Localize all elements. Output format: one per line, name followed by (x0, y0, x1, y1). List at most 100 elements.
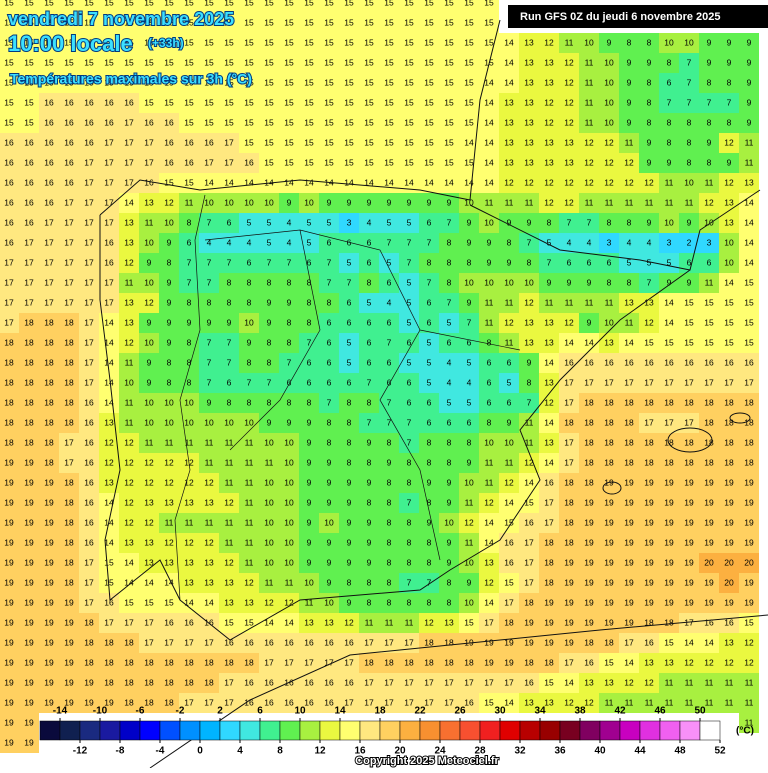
temperature-value: 16 (104, 257, 114, 267)
temperature-cell (39, 473, 59, 493)
temperature-cell (439, 193, 459, 213)
temperature-cell (539, 593, 559, 613)
temperature-cell (339, 53, 359, 73)
temperature-value: 17 (104, 177, 114, 187)
temperature-cell (499, 53, 519, 73)
temperature-cell (379, 113, 399, 133)
temperature-cell (459, 33, 479, 53)
temperature-cell (59, 73, 79, 93)
temperature-cell (519, 333, 539, 353)
temperature-value: 19 (664, 477, 674, 487)
temperature-cell (259, 353, 279, 373)
temperature-value: 14 (624, 657, 634, 667)
temperature-cell (499, 213, 519, 233)
temperature-cell (19, 453, 39, 473)
temperature-cell (559, 533, 579, 553)
temperature-cell (419, 513, 439, 533)
temperature-cell (559, 473, 579, 493)
temperature-value: 8 (407, 457, 412, 467)
temperature-cell (739, 33, 759, 53)
temperature-cell (179, 173, 199, 193)
legend-label: 52 (714, 746, 726, 757)
temperature-cell (39, 633, 59, 653)
temperature-cell (659, 293, 679, 313)
temperature-cell (279, 253, 299, 273)
temperature-cell (599, 293, 619, 313)
temperature-value: 17 (564, 457, 574, 467)
temperature-value: 11 (705, 697, 714, 707)
temperature-value: 14 (404, 177, 414, 187)
temperature-value: 15 (164, 17, 174, 27)
temperature-cell (39, 233, 59, 253)
temperature-value: 8 (187, 337, 192, 347)
temperature-value: 19 (664, 577, 674, 587)
temperature-value: 8 (287, 337, 292, 347)
temperature-value: 12 (564, 697, 574, 707)
temperature-value: 15 (184, 77, 194, 87)
temperature-value: 13 (544, 377, 554, 387)
temperature-value: 13 (524, 57, 534, 67)
temperature-cell (659, 33, 679, 53)
temperature-cell (619, 93, 639, 113)
temperature-value: 19 (24, 677, 34, 687)
temperature-cell (339, 633, 359, 653)
temperature-cell (339, 413, 359, 433)
temperature-cell (19, 353, 39, 373)
temperature-cell (619, 413, 639, 433)
temperature-cell (539, 293, 559, 313)
temperature-cell (599, 573, 619, 593)
temperature-value: 9 (747, 97, 752, 107)
temperature-cell (319, 493, 339, 513)
temperature-value: 19 (564, 637, 574, 647)
temperature-value: 7 (727, 97, 732, 107)
temperature-cell (619, 653, 639, 673)
temperature-cell (639, 473, 659, 493)
temperature-value: 17 (124, 617, 134, 627)
temperature-value: 18 (64, 417, 74, 427)
temperature-value: 6 (327, 377, 332, 387)
temperature-value: 15 (4, 17, 14, 27)
temperature-value: 8 (447, 597, 452, 607)
temperature-value: 15 (364, 137, 374, 147)
temperature-cell (339, 293, 359, 313)
temperature-value: 11 (605, 297, 614, 307)
temperature-value: 6 (387, 277, 392, 287)
temperature-value: 6 (687, 257, 692, 267)
temperature-value: 18 (184, 677, 194, 687)
temperature-cell (379, 473, 399, 493)
temperature-cell (119, 13, 139, 33)
temperature-value: 18 (724, 437, 734, 447)
temperature-cell (419, 233, 439, 253)
temperature-value: 16 (224, 637, 234, 647)
temperature-value: 15 (464, 17, 474, 27)
temperature-cell (559, 613, 579, 633)
temperature-cell (319, 333, 339, 353)
temperature-cell (79, 693, 99, 713)
temperature-value: 15 (24, 57, 34, 67)
temperature-value: 17 (524, 577, 534, 587)
temperature-value: 15 (244, 77, 254, 87)
temperature-value: 17 (564, 377, 574, 387)
temperature-value: 17 (604, 377, 614, 387)
temperature-value: 19 (24, 517, 34, 527)
temperature-value: 15 (124, 77, 134, 87)
legend-label: 44 (634, 746, 646, 757)
temperature-cell (559, 333, 579, 353)
temperature-value: 8 (487, 337, 492, 347)
temperature-cell (739, 573, 759, 593)
legend-label: 16 (354, 746, 366, 757)
temperature-cell (719, 593, 739, 613)
temperature-value: 16 (84, 477, 94, 487)
temperature-value: 15 (144, 597, 154, 607)
temperature-cell (219, 653, 239, 673)
temperature-value: 9 (327, 197, 332, 207)
temperature-value: 16 (184, 137, 194, 147)
temperature-cell (179, 313, 199, 333)
temperature-value: 5 (347, 357, 352, 367)
temperature-value: 18 (684, 457, 694, 467)
temperature-value: 17 (224, 697, 234, 707)
temperature-cell (0, 533, 19, 553)
temperature-value: 15 (104, 57, 114, 67)
temperature-value: 10 (264, 477, 274, 487)
temperature-value: 11 (685, 697, 694, 707)
